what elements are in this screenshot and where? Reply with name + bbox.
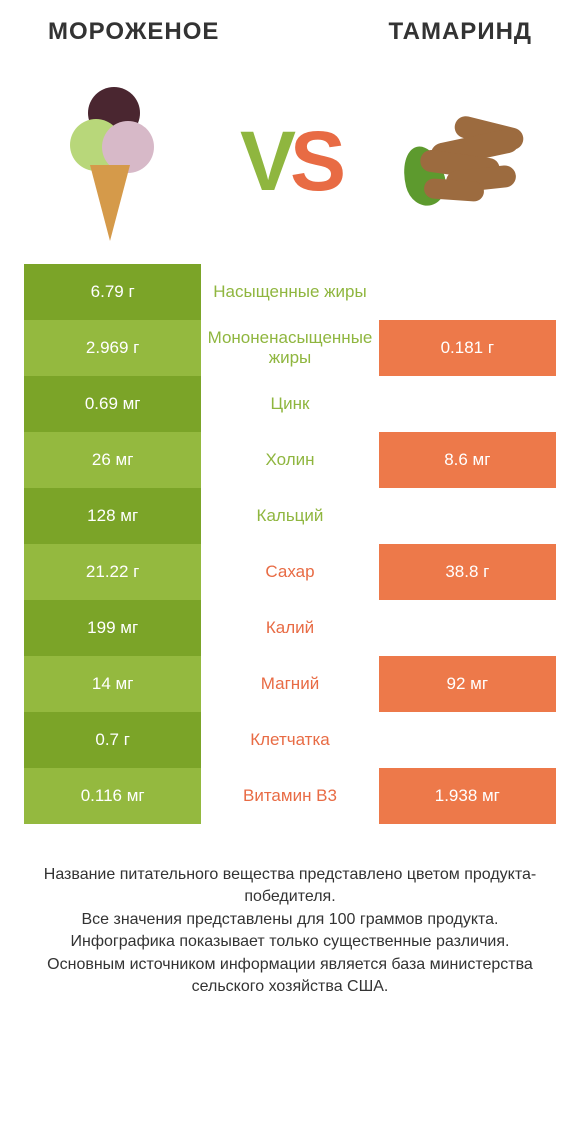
- value-left: 128 мг: [24, 488, 201, 544]
- header: МОРОЖЕНОЕ ТАМАРИНД: [0, 0, 580, 46]
- table-row: 21.22 гСахар38.8 г: [24, 544, 556, 600]
- value-left: 0.7 г: [24, 712, 201, 768]
- nutrient-label: Клетчатка: [201, 712, 378, 768]
- nutrient-label: Цинк: [201, 376, 378, 432]
- value-left: 26 мг: [24, 432, 201, 488]
- table-row: 0.116 мгВитамин B31.938 мг: [24, 768, 556, 824]
- table-row: 14 мгМагний92 мг: [24, 656, 556, 712]
- table-row: 6.79 гНасыщенные жиры0.272 г: [24, 264, 556, 320]
- table-row: 0.69 мгЦинк0.1 мг: [24, 376, 556, 432]
- infographic-page: МОРОЖЕНОЕ ТАМАРИНД VS 6.79 гН: [0, 0, 580, 1144]
- header-title-right: ТАМАРИНД: [389, 18, 533, 46]
- vs-s: S: [290, 114, 340, 208]
- value-right: 38.8 г: [379, 544, 556, 600]
- value-left: 0.116 мг: [24, 768, 201, 824]
- value-right: 628 мг: [379, 600, 556, 656]
- footer-line: Основным источником информации является …: [30, 954, 550, 999]
- value-left: 6.79 г: [24, 264, 201, 320]
- footer-line: Инфографика показывает только существенн…: [30, 931, 550, 953]
- nutrient-label: Сахар: [201, 544, 378, 600]
- value-left: 21.22 г: [24, 544, 201, 600]
- value-right: 92 мг: [379, 656, 556, 712]
- nutrient-label: Насыщенные жиры: [201, 264, 378, 320]
- hero-row: VS: [0, 46, 580, 264]
- value-right: 1.938 мг: [379, 768, 556, 824]
- value-right: 0.272 г: [379, 264, 556, 320]
- nutrient-label: Магний: [201, 656, 378, 712]
- footer-line: Название питательного вещества представл…: [30, 864, 550, 909]
- value-right: 5.1 г: [379, 712, 556, 768]
- footer-line: Все значения представлены для 100 граммо…: [30, 909, 550, 931]
- nutrient-label: Холин: [201, 432, 378, 488]
- value-right: 74 мг: [379, 488, 556, 544]
- vs-v: V: [240, 114, 290, 208]
- tamarind-illustration: [400, 86, 540, 236]
- value-left: 14 мг: [24, 656, 201, 712]
- table-row: 2.969 гМононенасыщенные жиры0.181 г: [24, 320, 556, 376]
- table-row: 199 мгКалий628 мг: [24, 600, 556, 656]
- nutrient-label: Витамин B3: [201, 768, 378, 824]
- table-row: 26 мгХолин8.6 мг: [24, 432, 556, 488]
- nutrient-label: Кальций: [201, 488, 378, 544]
- header-title-left: МОРОЖЕНОЕ: [48, 18, 219, 46]
- value-left: 2.969 г: [24, 320, 201, 376]
- icecream-illustration: [40, 86, 180, 236]
- value-right: 8.6 мг: [379, 432, 556, 488]
- comparison-table: 6.79 гНасыщенные жиры0.272 г2.969 гМонон…: [0, 264, 580, 824]
- table-row: 128 мгКальций74 мг: [24, 488, 556, 544]
- vs-label: VS: [240, 113, 340, 210]
- value-left: 199 мг: [24, 600, 201, 656]
- footer-notes: Название питательного вещества представл…: [0, 824, 580, 998]
- nutrient-label: Калий: [201, 600, 378, 656]
- value-left: 0.69 мг: [24, 376, 201, 432]
- value-right: 0.1 мг: [379, 376, 556, 432]
- nutrient-label: Мононенасыщенные жиры: [201, 320, 378, 376]
- value-right: 0.181 г: [379, 320, 556, 376]
- table-row: 0.7 гКлетчатка5.1 г: [24, 712, 556, 768]
